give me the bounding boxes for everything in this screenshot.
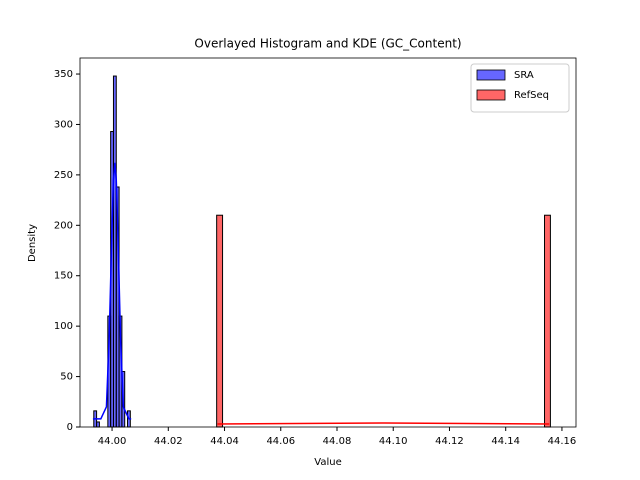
y-tick-label: 0 xyxy=(67,422,73,433)
kde-line xyxy=(92,162,132,420)
chart-title: Overlayed Histogram and KDE (GC_Content) xyxy=(194,37,461,51)
x-tick-label: 44.14 xyxy=(491,436,520,447)
y-tick-label: 200 xyxy=(54,220,73,231)
y-tick-label: 100 xyxy=(54,321,73,332)
y-tick-label: 350 xyxy=(54,69,73,80)
histogram-bar xyxy=(216,214,224,428)
x-tick-label: 44.00 xyxy=(98,436,127,447)
x-tick-label: 44.02 xyxy=(154,436,183,447)
x-tick-label: 44.06 xyxy=(266,436,295,447)
x-axis-label: Value xyxy=(314,457,341,468)
y-tick-label: 150 xyxy=(54,271,73,282)
x-tick-label: 44.12 xyxy=(435,436,464,447)
y-tick-label: 300 xyxy=(54,119,73,130)
histogram-bar xyxy=(544,214,551,428)
legend-swatch xyxy=(476,89,506,101)
x-tick-label: 44.10 xyxy=(379,436,408,447)
kde-line xyxy=(217,422,550,425)
legend-label: SRA xyxy=(514,70,534,81)
y-axis-label: Density xyxy=(27,224,38,262)
x-tick-label: 44.04 xyxy=(210,436,239,447)
legend-swatch xyxy=(476,69,506,81)
y-tick-label: 250 xyxy=(54,170,73,181)
axes-frame xyxy=(79,57,577,428)
histogram-bar xyxy=(96,421,100,428)
legend-label: RefSeq xyxy=(514,90,549,101)
x-tick-label: 44.08 xyxy=(323,436,352,447)
x-tick-label: 44.16 xyxy=(548,436,577,447)
y-tick-label: 50 xyxy=(60,372,73,383)
